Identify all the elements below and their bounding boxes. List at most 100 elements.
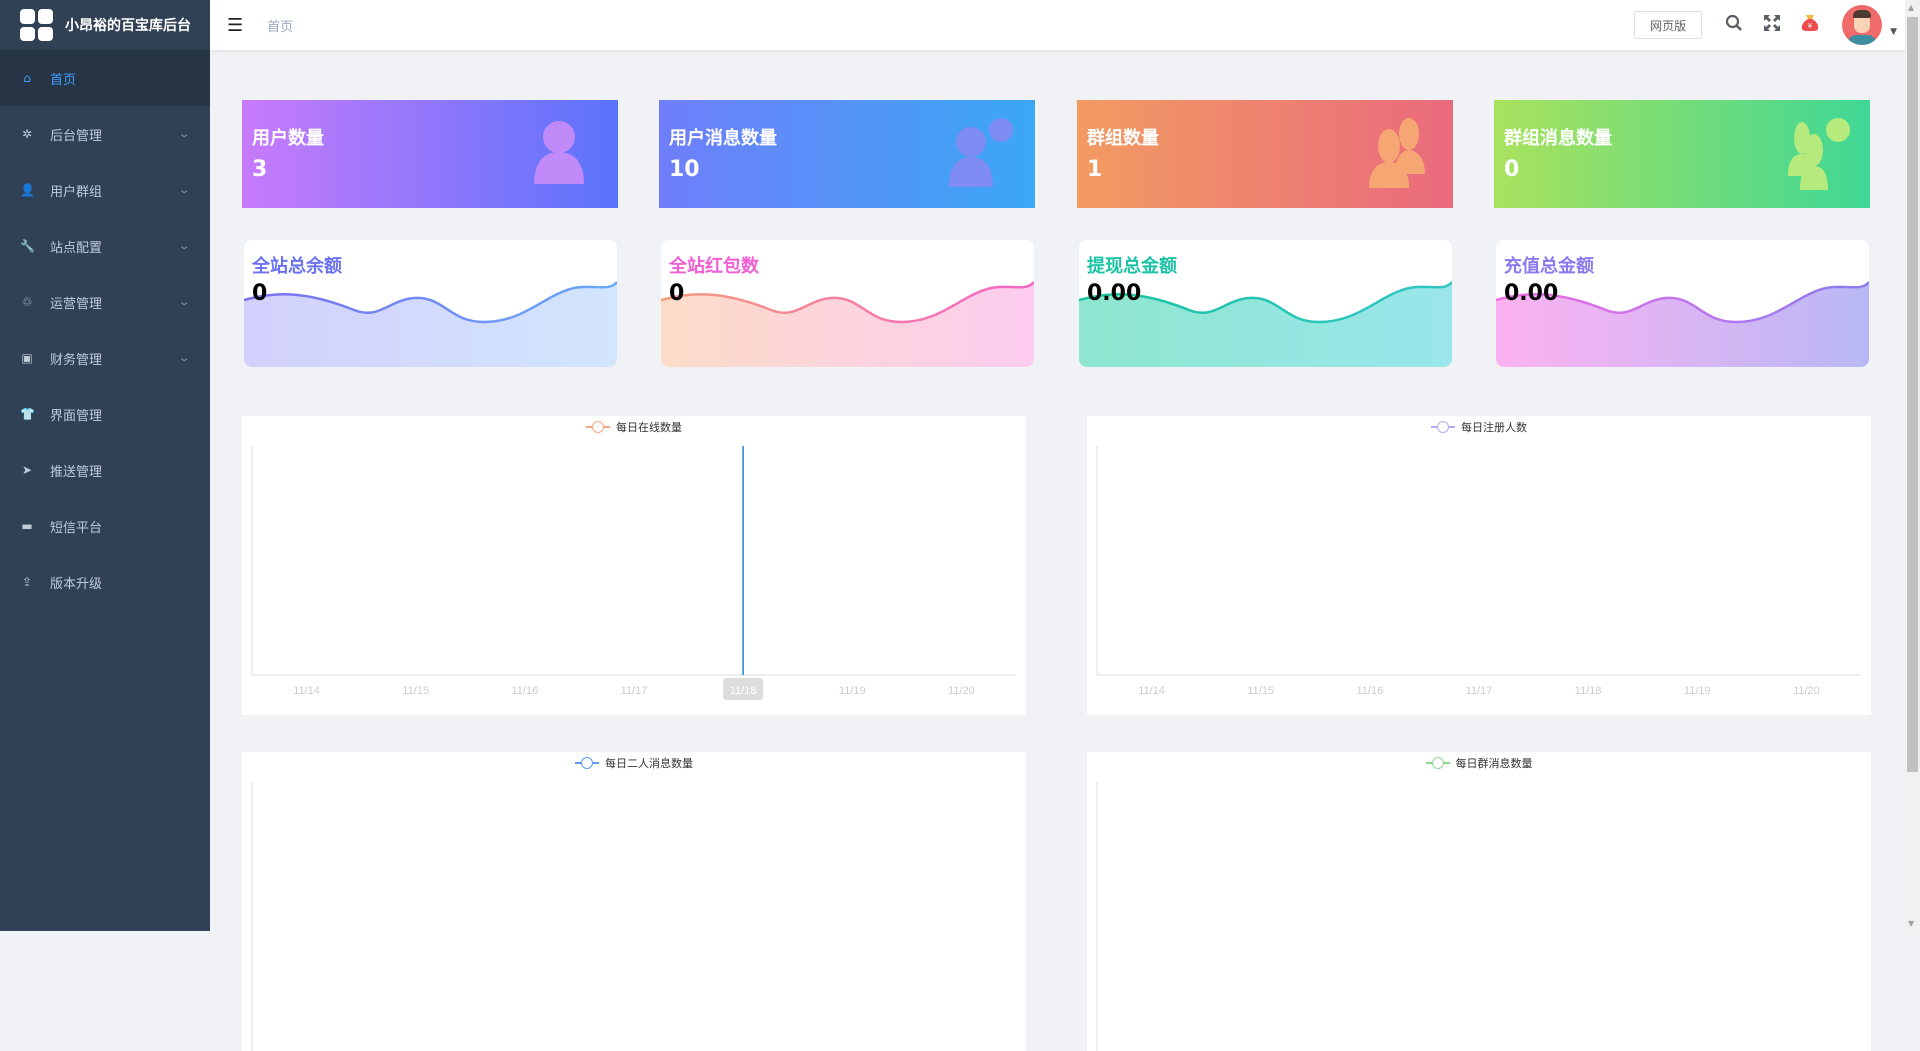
sidebar-item-4[interactable]: ♲ 运营管理 ⌄ [0,274,210,330]
scroll-down-icon[interactable]: ▼ [1908,919,1915,928]
sidebar: 小昂裕的百宝库后台 ⌂ 首页 ✲ 后台管理 ⌄ 👤 用户群组 ⌄ 🔧 站点配置 ⌄ ♲ 运营管理 ⌄ ▣ 财务… [0,0,210,931]
sidebar-item-label: 财务管理 [50,352,103,368]
legend-marker-icon [586,421,610,433]
chart-plot: 11/14 11/15 11/16 11/17 11/18 11/19 11/20 [251,446,1016,700]
x-tick-label: 11/15 [1247,685,1274,697]
finance-title: 充值总金额 [1504,256,1594,277]
chart-3[interactable]: 每日群消息数量 [1087,752,1871,1051]
scroll-up-icon[interactable]: ▲ [1908,3,1915,12]
legend-marker-icon [575,757,599,769]
stat-card-0[interactable]: 用户数量 3 [242,100,618,208]
logo-icon [20,9,53,41]
chart-legend[interactable]: 每日在线数量 [242,419,1026,435]
chart-legend[interactable]: 每日注册人数 [1087,419,1871,435]
logo[interactable]: 小昂裕的百宝库后台 [0,0,210,50]
user-message-icon [949,118,1013,187]
sidebar-item-label: 短信平台 [50,520,103,536]
finance-card-0[interactable]: 全站总余额 0 [244,240,617,367]
chevron-down-icon: ⌄ [177,128,191,140]
shirt-icon: 👕 [20,407,35,421]
x-tick-label: 11/16 [511,685,538,697]
sidebar-item-label: 运营管理 [50,296,103,312]
caret-down-icon[interactable]: ▼ [1890,27,1897,37]
x-tick-label: 11/18 [730,685,757,697]
x-tick-label: 11/20 [948,685,975,697]
x-tick-label: 11/18 [1575,685,1602,697]
stat-card-2[interactable]: 群组数量 1 [1077,100,1453,208]
message-icon: ▬ [21,519,33,533]
chevron-down-icon: ⌄ [177,240,191,252]
stat-title: 用户数量 [252,128,324,149]
sidebar-item-0[interactable]: ⌂ 首页 [0,50,210,106]
sidebar-item-5[interactable]: ▣ 财务管理 ⌄ [0,330,210,386]
sidebar-item-3[interactable]: 🔧 站点配置 ⌄ [0,218,210,274]
finance-card-3[interactable]: 充值总金额 0.00 [1496,240,1869,367]
wallet-icon: ▣ [21,351,33,365]
chevron-down-icon: ⌄ [177,184,191,196]
sidebar-item-1[interactable]: ✲ 后台管理 ⌄ [0,106,210,162]
x-tick-label: 11/14 [1138,685,1165,697]
chart-0[interactable]: 每日在线数量 11/14 11/15 11/16 11/17 11/18 11/19 11/2… [242,416,1026,715]
chart-legend[interactable]: 每日群消息数量 [1087,755,1871,771]
sidebar-item-label: 用户群组 [50,184,103,200]
x-tick-label: 11/15 [402,685,429,697]
chart-2[interactable]: 每日二人消息数量 [242,752,1026,1051]
sidebar-item-9[interactable]: ⇪ 版本升级 [0,554,210,610]
home-icon: ⌂ [23,71,31,85]
legend-label: 每日注册人数 [1461,421,1527,434]
stat-title: 群组消息数量 [1504,128,1612,149]
stat-card-3[interactable]: 群组消息数量 0 [1494,100,1870,208]
header: ☰ 首页 网页版 ¥ ▼ [210,0,1905,50]
stat-card-1[interactable]: 用户消息数量 10 [659,100,1035,208]
sidebar-item-7[interactable]: ➤ 推送管理 [0,442,210,498]
search-icon[interactable] [1722,14,1746,37]
scrollbar-thumb[interactable] [1907,17,1918,772]
scrollbar[interactable]: ▲ ▼ [1905,0,1920,931]
breadcrumb[interactable]: 首页 [267,19,294,35]
x-tick-label: 11/19 [1684,685,1711,697]
group-icon [1369,118,1425,188]
wrench-icon: 🔧 [20,239,35,253]
chart-legend[interactable]: 每日二人消息数量 [242,755,1026,771]
chevron-down-icon: ⌄ [177,296,191,308]
sidebar-item-label: 首页 [50,72,77,88]
money-bag-icon[interactable]: ¥ [1798,13,1822,38]
send-icon: ➤ [21,463,33,477]
finance-value: 0 [669,281,685,306]
web-version-button[interactable]: 网页版 [1634,11,1703,39]
finance-value: 0.00 [1087,281,1142,306]
sidebar-item-6[interactable]: 👕 界面管理 [0,386,210,442]
axis-pointer-label-bg [723,678,764,700]
x-tick-label: 11/17 [621,685,648,697]
operations-icon: ♲ [21,295,33,309]
hamburger-icon[interactable]: ☰ [227,14,244,36]
svg-text:¥: ¥ [1808,22,1813,30]
fullscreen-icon[interactable] [1760,14,1784,37]
x-tick-label: 11/19 [839,685,866,697]
stat-value: 0 [1504,157,1520,182]
chart-1[interactable]: 每日注册人数 11/14 11/15 11/16 11/17 11/18 11/19 11/2… [1087,416,1871,715]
stat-value: 1 [1087,157,1103,182]
sidebar-item-label: 站点配置 [50,240,103,256]
legend-marker-icon [1431,421,1455,433]
finance-card-2[interactable]: 提现总金额 0.00 [1079,240,1452,367]
sidebar-item-label: 界面管理 [50,408,103,424]
wave-graphic [1079,281,1452,367]
avatar[interactable] [1842,5,1883,45]
stat-value: 10 [669,157,700,182]
chart-plot [1096,782,1098,1051]
finance-card-1[interactable]: 全站红包数 0 [661,240,1034,367]
user-icon [534,121,584,184]
upload-icon: ⇪ [21,575,33,589]
sidebar-item-8[interactable]: ▬ 短信平台 [0,498,210,554]
legend-marker-icon [1425,757,1450,769]
user-group-icon: 👤 [20,183,35,197]
finance-title: 全站红包数 [669,256,759,277]
sidebar-item-label: 版本升级 [50,576,103,592]
x-tick-label: 11/20 [1793,685,1820,697]
x-tick-label: 11/14 [293,685,320,697]
stat-title: 群组数量 [1087,128,1159,149]
sidebar-item-2[interactable]: 👤 用户群组 ⌄ [0,162,210,218]
legend-label: 每日二人消息数量 [605,757,693,770]
x-tick-label: 11/17 [1466,685,1493,697]
